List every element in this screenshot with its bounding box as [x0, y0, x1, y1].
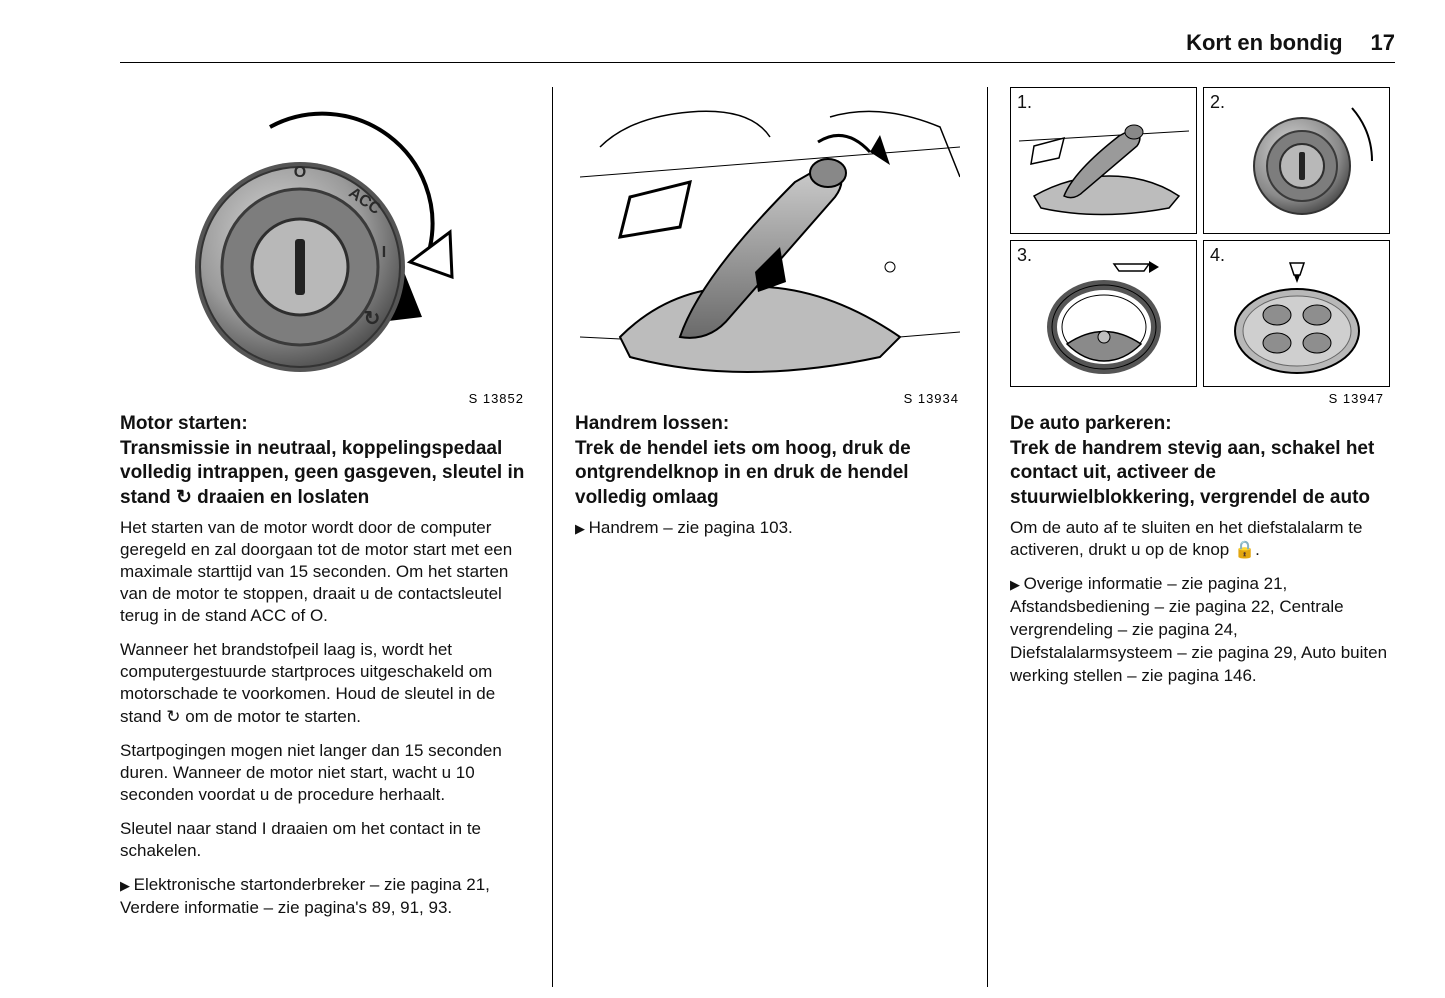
- page-number: 17: [1371, 30, 1395, 56]
- section-title: Kort en bondig: [1186, 30, 1342, 56]
- handbrake-icon: [580, 87, 960, 387]
- figure-handbrake: [575, 87, 965, 387]
- column-1: O ACC I ↻ S 13852 Motor starten: Transmi…: [120, 87, 530, 987]
- key-fob-icon: [1212, 249, 1382, 379]
- figure-parking-steps: 1. 2.: [1010, 87, 1390, 387]
- column-3: 1. 2.: [1010, 87, 1390, 987]
- panel-2-number: 2.: [1210, 92, 1225, 113]
- col3-para1: Om de auto af te sluiten en het diefstal…: [1010, 517, 1390, 561]
- column-2: S 13934 Handrem lossen: Trek de hendel i…: [575, 87, 965, 987]
- col2-ref: Handrem – zie pagina 103.: [575, 517, 965, 540]
- panel-1: 1.: [1010, 87, 1197, 234]
- column-divider-1: [552, 87, 553, 987]
- col1-ref: Elektronische startonderbreker – zie pag…: [120, 874, 530, 920]
- col1-para1: Het starten van de motor wordt door de c…: [120, 517, 530, 627]
- steering-wheel-icon: [1019, 249, 1189, 379]
- col1-para4: Sleutel naar stand I draaien om het cont…: [120, 818, 530, 862]
- ignition-switch-icon: O ACC I ↻: [150, 87, 500, 387]
- page-header: Kort en bondig 17: [120, 30, 1395, 62]
- svg-text:I: I: [382, 244, 386, 261]
- figure-ignition: O ACC I ↻: [120, 87, 530, 387]
- panel-4-number: 4.: [1210, 245, 1225, 266]
- col3-heading: De auto parkeren: Trek de handrem stevig…: [1010, 412, 1390, 511]
- panel-1-number: 1.: [1017, 92, 1032, 113]
- handbrake-small-icon: [1019, 96, 1189, 226]
- column-divider-2: [987, 87, 988, 987]
- svg-text:O: O: [294, 164, 306, 181]
- panel-4: 4.: [1203, 240, 1390, 387]
- svg-text:↻: ↻: [364, 308, 381, 330]
- panel-2: 2.: [1203, 87, 1390, 234]
- col1-para3: Startpogingen mogen niet langer dan 15 s…: [120, 740, 530, 806]
- manual-page: Kort en bondig 17: [0, 0, 1445, 998]
- col2-heading: Handrem lossen: Trek de hendel iets om h…: [575, 412, 965, 511]
- figure-id-3: S 13947: [1010, 391, 1384, 406]
- columns: O ACC I ↻ S 13852 Motor starten: Transmi…: [120, 87, 1395, 987]
- figure-id-1: S 13852: [120, 391, 524, 406]
- col3-ref: Overige informatie – zie pagina 21, Afst…: [1010, 573, 1390, 688]
- figure-id-2: S 13934: [575, 391, 959, 406]
- col1-heading: Motor starten: Transmissie in neutraal, …: [120, 412, 530, 511]
- header-rule: [120, 62, 1395, 63]
- panel-3-number: 3.: [1017, 245, 1032, 266]
- col1-para2: Wanneer het brandstofpeil laag is, wordt…: [120, 639, 530, 727]
- ignition-small-icon: [1212, 96, 1382, 226]
- panel-3: 3.: [1010, 240, 1197, 387]
